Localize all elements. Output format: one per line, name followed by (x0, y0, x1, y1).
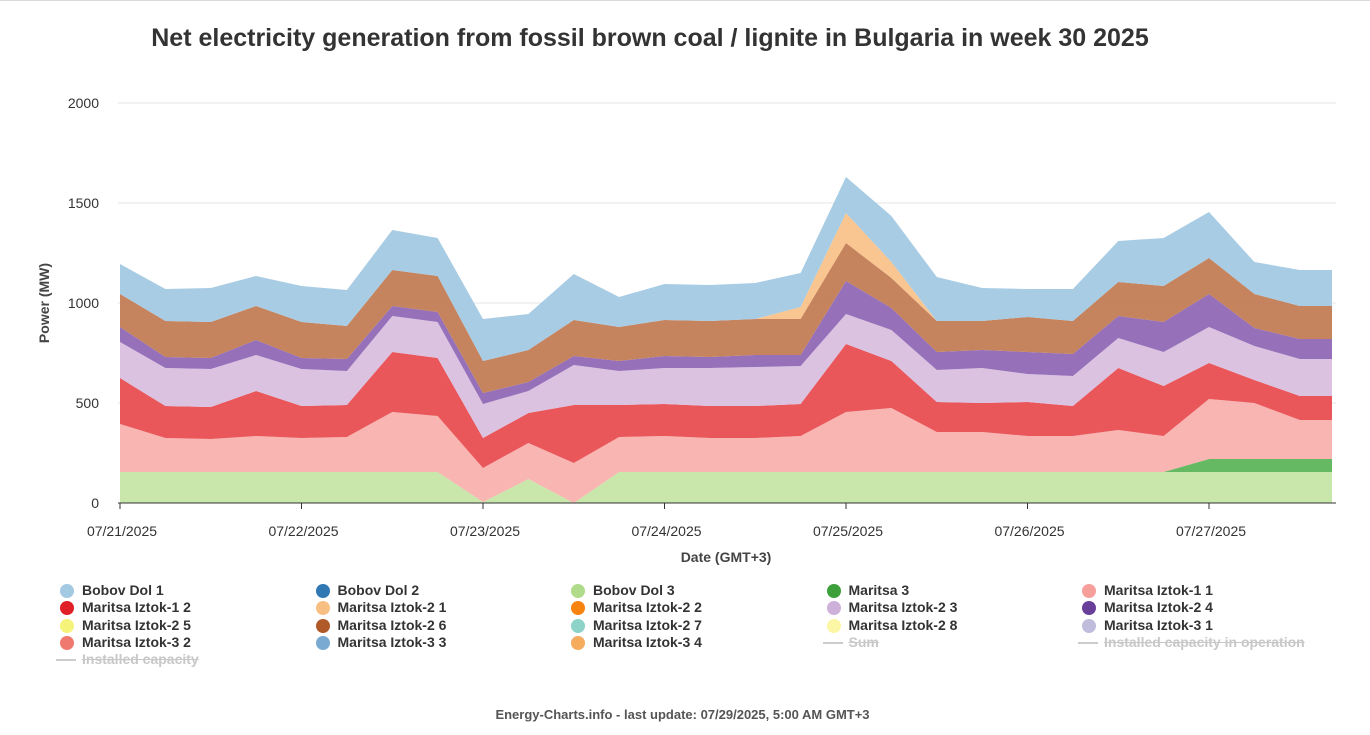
legend-dot-swatch (826, 584, 841, 598)
legend-label: Maritsa Iztok-2 8 (848, 616, 958, 633)
x-tick-label: 07/26/2025 (994, 523, 1064, 539)
y-tick-label: 1000 (68, 295, 99, 311)
stacked-areas (120, 177, 1332, 503)
y-axis-ticks: 0 500 1000 1500 2000 (68, 95, 99, 511)
x-tick-label: 07/24/2025 (631, 523, 701, 539)
legend-dot-swatch (571, 618, 585, 633)
legend-label: Maritsa Iztok-3 4 (593, 633, 702, 650)
x-tick-label: 07/25/2025 (813, 523, 883, 539)
y-tick-label: 0 (91, 495, 99, 511)
legend-dot-swatch (60, 601, 74, 616)
legend-line-swatch (56, 659, 76, 662)
y-tick-label: 2000 (68, 95, 99, 111)
legend-label: Maritsa Iztok-2 6 (337, 616, 447, 633)
legend-label: Maritsa Iztok-2 5 (82, 616, 191, 633)
legend-line-swatch (1078, 641, 1098, 644)
legend-label: Installed capacity (82, 651, 199, 668)
chart-title: Net electricity generation from fossil b… (151, 24, 1149, 52)
legend-label: Maritsa Iztok-2 1 (337, 599, 447, 616)
legend-dot-swatch (1082, 618, 1096, 633)
legend-line-swatch (822, 641, 843, 644)
legend-dot-swatch (60, 618, 74, 633)
area-series-maritsa-3[interactable] (120, 459, 1332, 503)
legend-label: Maritsa 3 (848, 582, 910, 598)
area-series-maritsa-iztok-2-6[interactable] (120, 243, 1332, 456)
y-tick-label: 1500 (68, 195, 99, 211)
legend-label: Sum (848, 633, 879, 650)
legend-label: Maritsa Iztok-2 2 (593, 599, 702, 616)
legend-label: Bobov Dol 1 (82, 582, 164, 598)
legend-dot-swatch (60, 635, 74, 650)
legend-label: Installed capacity in operation (1104, 633, 1305, 650)
legend-label: Bobov Dol 2 (337, 582, 420, 598)
legend-dot-swatch (315, 618, 330, 633)
top-border (0, 0, 1370, 1)
x-axis-ticks: 07/21/2025 07/22/2025 07/23/2025 07/24/2025… (87, 503, 1246, 539)
x-axis-title: Date (GMT+3) (681, 549, 772, 565)
legend-label: Maritsa Iztok-2 4 (1104, 599, 1213, 616)
area-series-bobov-dol-1[interactable] (120, 177, 1332, 424)
legend-dot-swatch (571, 635, 585, 650)
legend-dot-swatch (315, 601, 330, 616)
area-series-bobov-dol-3[interactable] (120, 472, 1332, 503)
legend-dot-swatch (1082, 601, 1096, 616)
x-tick-label: 07/21/2025 (87, 523, 157, 539)
legend-label: Maritsa Iztok-3 3 (337, 633, 447, 650)
footer-update-note: Energy-Charts.info - last update: 07/29/… (495, 707, 870, 722)
legend-label: Maritsa Iztok-2 3 (848, 599, 958, 616)
legend-dot-swatch (60, 584, 74, 598)
area-series-maritsa-iztok-2-4[interactable] (120, 281, 1332, 464)
legend-label: Maritsa Iztok-1 1 (1104, 582, 1213, 598)
legend-label: Maritsa Iztok-1 2 (82, 599, 191, 616)
legend-label: Maritsa Iztok-3 2 (82, 633, 191, 650)
legend-dot-swatch (826, 601, 841, 616)
legend-dot-swatch (826, 618, 841, 633)
area-series-maritsa-iztok-1-2[interactable] (120, 344, 1332, 503)
area-series-maritsa-iztok-2-3[interactable] (120, 314, 1332, 490)
x-tick-label: 07/27/2025 (1176, 523, 1246, 539)
y-tick-label: 500 (76, 395, 100, 411)
legend-dot-swatch (1082, 584, 1096, 598)
x-tick-label: 07/23/2025 (450, 523, 520, 539)
legend-dot-swatch (315, 584, 330, 598)
x-tick-label: 07/22/2025 (268, 523, 338, 539)
legend-label: Maritsa Iztok-3 1 (1104, 616, 1213, 633)
y-axis-title: Power (MW) (36, 263, 52, 343)
legend-dot-swatch (315, 635, 330, 650)
legend-dot-swatch (571, 601, 585, 616)
legend-label: Bobov Dol 3 (593, 582, 675, 598)
area-series-maritsa-iztok-1-1[interactable] (120, 399, 1332, 503)
legend-dot-swatch (571, 584, 585, 598)
legend-label: Maritsa Iztok-2 7 (593, 616, 702, 633)
